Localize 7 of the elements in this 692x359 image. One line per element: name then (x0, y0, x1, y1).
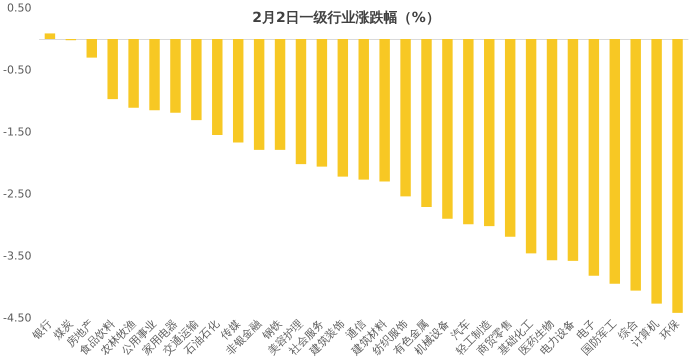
y-tick-label: 0.50 (6, 2, 32, 14)
chart-title: 2月2日一级行业涨跌幅（%） (252, 10, 440, 26)
y-tick-label: -3.50 (2, 249, 32, 262)
y-tick-label: -0.50 (2, 63, 32, 76)
y-tick-label: -2.50 (2, 187, 32, 200)
y-tick-label: -1.50 (2, 125, 32, 138)
y-tick-label: -4.50 (2, 311, 32, 324)
